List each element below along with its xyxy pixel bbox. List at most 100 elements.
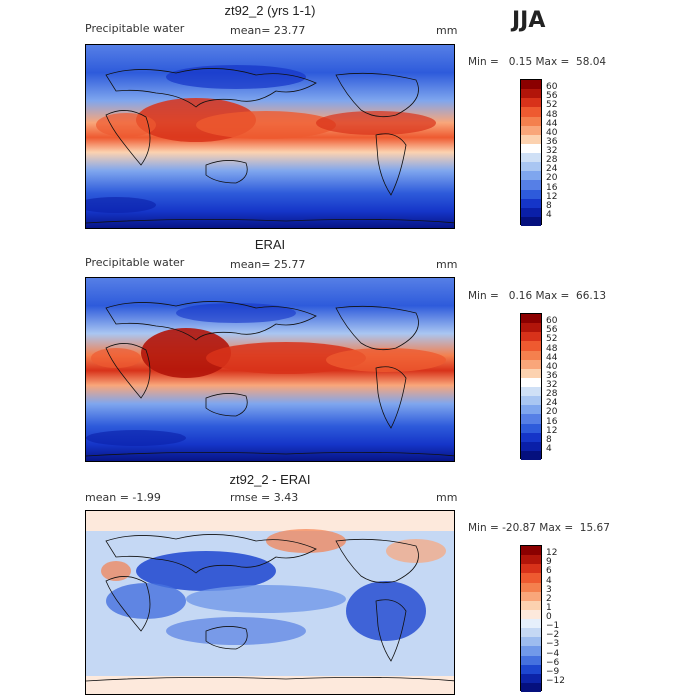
- colorbar-swatch: [521, 368, 541, 378]
- panel-3-title: zt92_2 - ERAI: [229, 472, 311, 487]
- colorbar-tick-label: 4: [546, 575, 552, 586]
- colorbar-swatch: [521, 153, 541, 163]
- colorbar-swatch: [521, 423, 541, 433]
- panel-3-mean-label: mean = -1.99: [85, 491, 161, 504]
- panel-3-colorbar-ticks: 12 9 6 4 3 2 1 0 −1 −2 −3 −4 −6 −9 −12: [546, 545, 576, 691]
- panel-1-colorbar: [520, 79, 542, 226]
- colorbar-tick-label: 12: [546, 191, 558, 202]
- colorbar-swatch: [521, 600, 541, 610]
- colorbar-swatch: [521, 405, 541, 415]
- colorbar-swatch: [521, 664, 541, 674]
- colorbar-swatch: [521, 591, 541, 601]
- colorbar-swatch: [521, 377, 541, 387]
- colorbar-swatch: [521, 198, 541, 208]
- panel-3-rmse-label: rmse = 3.43: [230, 491, 299, 504]
- panel-2-title: ERAI: [254, 237, 286, 252]
- colorbar-tick-label: 32: [546, 146, 558, 156]
- colorbar-swatch: [521, 80, 541, 90]
- colorbar-tick-label: 40: [546, 127, 558, 138]
- colorbar-swatch: [521, 341, 541, 351]
- colorbar-tick-label: 0: [546, 612, 552, 622]
- colorbar-tick-label: −6: [546, 657, 560, 668]
- colorbar-swatch: [521, 387, 541, 397]
- panel-2-variable-label: Precipitable water: [85, 256, 185, 269]
- colorbar-swatch: [521, 314, 541, 324]
- colorbar-swatch: [521, 546, 541, 556]
- panel-2-map: [85, 277, 455, 462]
- colorbar-tick-label: 12: [546, 425, 558, 436]
- colorbar-swatch: [521, 216, 541, 226]
- panel-1-mean-label: mean= 23.77: [230, 24, 306, 37]
- colorbar-tick-label: 32: [546, 380, 558, 390]
- colorbar-tick-label: 20: [546, 173, 558, 184]
- panel-1-title: zt92_2 (yrs 1-1): [224, 3, 316, 18]
- colorbar-tick-label: 8: [546, 434, 552, 445]
- panel-1-minmax: Min = 0.15 Max = 58.04: [468, 56, 607, 68]
- colorbar-tick-label: 28: [546, 155, 558, 166]
- colorbar-swatch: [521, 323, 541, 333]
- colorbar-swatch: [521, 350, 541, 360]
- season-label: JJA: [512, 8, 546, 33]
- colorbar-tick-label: 12: [546, 548, 558, 559]
- colorbar-swatch: [521, 628, 541, 638]
- colorbar-tick-label: 28: [546, 389, 558, 400]
- colorbar-swatch: [521, 134, 541, 144]
- colorbar-swatch: [521, 359, 541, 369]
- colorbar-tick-label: 20: [546, 407, 558, 418]
- colorbar-swatch: [521, 207, 541, 217]
- panel-3-map: [85, 510, 455, 695]
- panel-1-variable-label: Precipitable water: [85, 22, 185, 35]
- colorbar-swatch: [521, 162, 541, 172]
- colorbar-tick-label: 44: [546, 352, 558, 363]
- colorbar-swatch: [521, 682, 541, 692]
- colorbar-swatch: [521, 116, 541, 126]
- colorbar-tick-label: −3: [546, 639, 560, 650]
- colorbar-tick-label: 48: [546, 109, 558, 120]
- colorbar-swatch: [521, 673, 541, 683]
- colorbar-tick-label: 4: [546, 443, 552, 454]
- colorbar-swatch: [521, 332, 541, 342]
- colorbar-swatch: [521, 582, 541, 592]
- colorbar-swatch: [521, 646, 541, 656]
- colorbar-tick-label: −9: [546, 666, 560, 677]
- colorbar-tick-label: 24: [546, 398, 558, 409]
- colorbar-swatch: [521, 189, 541, 199]
- panel-2-minmax: Min = 0.16 Max = 66.13: [468, 290, 607, 302]
- colorbar-swatch: [521, 414, 541, 424]
- panel-2-colorbar-ticks: 60 56 52 48 44 40 36 32 28 24 20 16 12 8 4: [546, 313, 576, 459]
- colorbar-tick-label: 24: [546, 164, 558, 175]
- panel-2-mean-label: mean= 25.77: [230, 258, 306, 271]
- colorbar-swatch: [521, 171, 541, 181]
- panel-3-colorbar: [520, 545, 542, 692]
- colorbar-swatch: [521, 609, 541, 619]
- colorbar-swatch: [521, 555, 541, 565]
- colorbar-tick-label: 36: [546, 370, 558, 381]
- colorbar-tick-label: 2: [546, 593, 552, 604]
- colorbar-tick-label: 1: [546, 602, 552, 613]
- colorbar-tick-label: 4: [546, 209, 552, 220]
- colorbar-tick-label: 36: [546, 136, 558, 147]
- colorbar-tick-label: 60: [546, 82, 558, 93]
- panel-2-colorbar: [520, 313, 542, 460]
- colorbar-swatch: [521, 564, 541, 574]
- colorbar-swatch: [521, 573, 541, 583]
- colorbar-swatch: [521, 441, 541, 451]
- colorbar-swatch: [521, 98, 541, 108]
- colorbar-tick-label: 56: [546, 91, 558, 102]
- panel-1-units: mm: [436, 24, 458, 37]
- colorbar-tick-label: −1: [546, 621, 560, 632]
- colorbar-tick-label: 16: [546, 182, 558, 193]
- panel-1-colorbar-ticks: 60 56 52 48 44 40 36 32 28 24 20 16 12 8 4: [546, 79, 576, 225]
- colorbar-swatch: [521, 450, 541, 460]
- colorbar-tick-label: 8: [546, 200, 552, 211]
- colorbar-tick-label: 44: [546, 118, 558, 129]
- colorbar-swatch: [521, 655, 541, 665]
- colorbar-tick-label: 6: [546, 566, 552, 577]
- colorbar-tick-label: 9: [546, 557, 552, 568]
- panel-2-units: mm: [436, 258, 458, 271]
- colorbar-tick-label: 52: [546, 334, 558, 345]
- colorbar-tick-label: 3: [546, 584, 552, 595]
- colorbar-tick-label: 52: [546, 100, 558, 111]
- colorbar-swatch: [521, 396, 541, 406]
- colorbar-swatch: [521, 107, 541, 117]
